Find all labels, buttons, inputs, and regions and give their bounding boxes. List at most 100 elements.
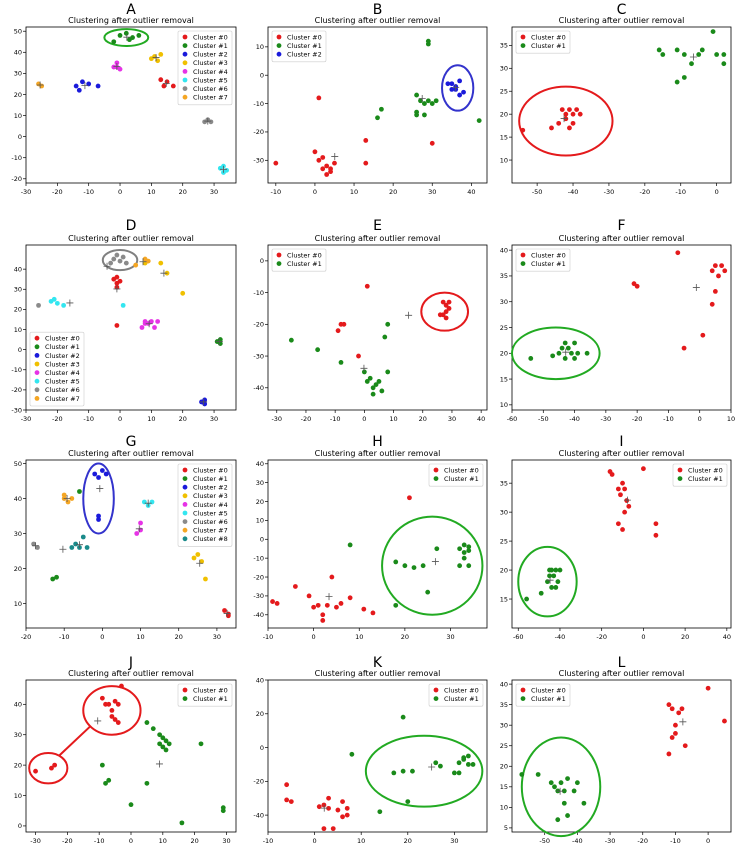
- x-tick-label-d: 20: [179, 415, 187, 423]
- data-point-k: [433, 760, 439, 766]
- x-tick-label-g: 20: [175, 633, 183, 641]
- data-point-f: [681, 345, 687, 351]
- data-point-e: [385, 321, 391, 327]
- panel-letter-b: B: [373, 2, 383, 18]
- panel-letter-a: A: [126, 2, 136, 18]
- data-point-a: [161, 83, 167, 89]
- legend-label-k: Cluster #1: [444, 695, 479, 703]
- legend-box-d: [29, 331, 85, 407]
- data-point-j: [128, 802, 134, 808]
- data-point-a: [76, 87, 82, 93]
- panel-letter-l: L: [618, 655, 626, 671]
- data-point-d: [139, 325, 145, 330]
- legend-marker-g: [182, 527, 188, 533]
- data-point-h: [461, 542, 467, 548]
- x-tick-label-b: 0: [313, 188, 317, 196]
- axes-frame-c: [511, 26, 732, 184]
- data-point-j: [179, 820, 185, 826]
- highlight-ellipse-d: [101, 249, 139, 272]
- axes-frame-a: [25, 26, 237, 184]
- legend-marker-b: [276, 43, 282, 48]
- centroid-marker-a: [81, 82, 89, 90]
- y-tick-label-b: -10: [253, 100, 264, 108]
- centroid-marker-g: [135, 525, 143, 533]
- x-tick-label-j: 20: [190, 837, 198, 843]
- data-point-g: [149, 499, 155, 505]
- legend-marker-f: [520, 252, 526, 258]
- y-tick-label-k: 40: [256, 676, 264, 684]
- data-point-b: [320, 166, 326, 172]
- legend-label-a: Cluster #5: [193, 76, 228, 84]
- legend-marker-g: [182, 502, 188, 507]
- y-tick-label-l: 20: [500, 763, 508, 771]
- data-point-j: [144, 780, 150, 786]
- centroid-marker-d: [200, 398, 208, 406]
- data-point-h: [370, 610, 376, 616]
- data-point-h: [324, 602, 330, 608]
- x-tick-label-j: 0: [129, 837, 133, 843]
- data-point-i: [615, 486, 621, 492]
- data-point-a: [73, 83, 79, 89]
- data-point-h: [393, 559, 399, 565]
- data-point-i: [641, 466, 646, 472]
- data-point-k: [349, 751, 355, 757]
- data-point-d: [117, 258, 123, 264]
- data-point-l: [555, 817, 561, 823]
- data-point-b: [324, 163, 330, 169]
- data-point-l: [548, 780, 554, 786]
- x-tick-label-g: -10: [59, 633, 70, 641]
- legend-label-a: Cluster #1: [193, 42, 228, 50]
- data-point-g: [96, 475, 101, 480]
- data-point-k: [400, 768, 406, 774]
- data-point-g: [103, 471, 109, 477]
- data-point-d: [111, 256, 117, 262]
- x-tick-label-h: 10: [355, 633, 363, 641]
- data-point-f: [675, 250, 681, 256]
- legend-box-i: [672, 463, 728, 487]
- legend-label-d: Cluster #5: [45, 378, 80, 386]
- legend-label-d: Cluster #0: [45, 335, 80, 343]
- y-tick-label-c: 20: [500, 110, 508, 118]
- data-point-b: [422, 112, 427, 118]
- data-point-e: [382, 334, 388, 340]
- data-point-f: [528, 356, 534, 361]
- data-point-f: [569, 350, 574, 356]
- data-point-b: [414, 112, 420, 118]
- centroid-marker-e: [360, 364, 368, 372]
- x-tick-label-e: -20: [301, 415, 312, 423]
- data-point-f: [584, 350, 590, 356]
- x-tick-label-l: -50: [539, 837, 550, 843]
- data-point-c: [681, 75, 687, 80]
- data-point-b: [429, 140, 435, 146]
- data-point-k: [465, 753, 471, 759]
- data-point-g: [99, 468, 105, 473]
- data-point-i: [624, 498, 630, 503]
- data-point-h: [320, 612, 326, 618]
- data-point-e: [385, 369, 391, 375]
- data-point-j: [33, 768, 38, 774]
- data-point-b: [414, 92, 420, 98]
- data-point-d: [142, 321, 148, 326]
- legend-marker-g: [182, 484, 188, 490]
- legend-label-f: Cluster #0: [531, 251, 566, 259]
- y-tick-label-j: 0: [18, 822, 22, 830]
- legend-label-g: Cluster #2: [193, 484, 228, 492]
- data-point-h: [306, 593, 312, 599]
- data-point-e: [364, 283, 370, 289]
- legend-marker-d: [34, 344, 40, 350]
- data-point-g: [199, 559, 205, 564]
- centroid-marker-k: [320, 804, 328, 812]
- legend-label-i: Cluster #0: [688, 466, 723, 474]
- centroid-marker-g: [63, 495, 71, 502]
- data-point-k: [456, 770, 462, 776]
- y-tick-label-e: -20: [253, 321, 264, 329]
- data-point-l: [705, 685, 711, 691]
- data-point-b: [476, 118, 482, 123]
- data-point-c: [549, 125, 554, 131]
- data-point-l: [535, 772, 541, 777]
- y-tick-label-l: 40: [500, 680, 508, 688]
- data-point-k: [335, 807, 341, 813]
- data-point-e: [376, 379, 382, 384]
- x-tick-label-k: 10: [357, 837, 365, 843]
